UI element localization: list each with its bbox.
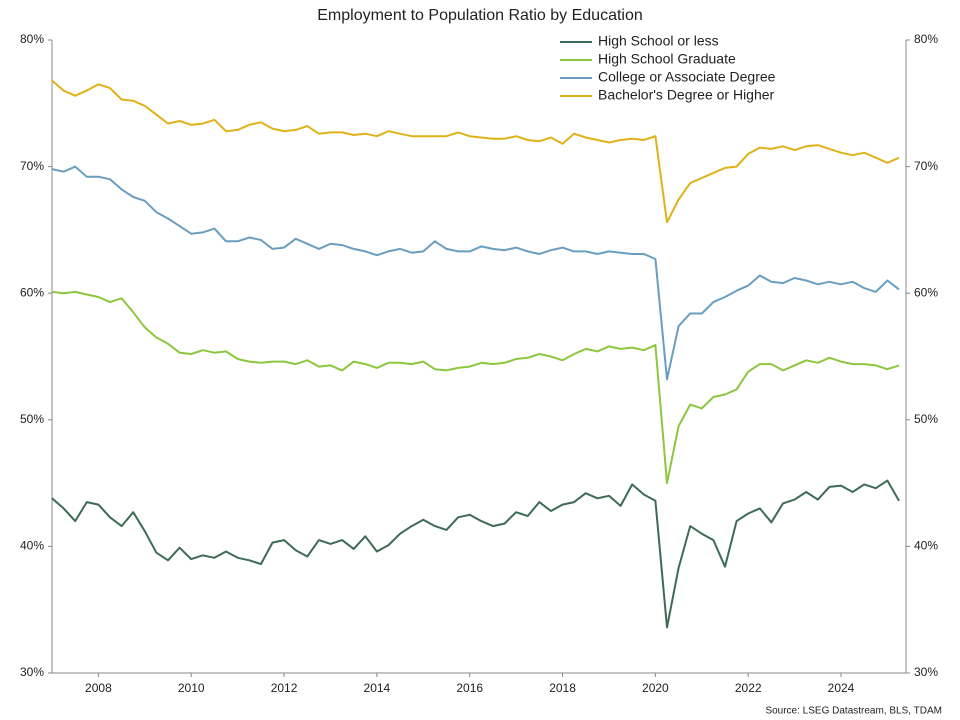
y-tick-label: 30% (20, 665, 44, 679)
x-tick-label: 2014 (364, 681, 391, 695)
y2-tick-label: 70% (914, 159, 938, 173)
legend-label: College or Associate Degree (598, 69, 776, 85)
x-tick-label: 2012 (271, 681, 298, 695)
x-tick-label: 2020 (642, 681, 669, 695)
y-tick-label: 40% (20, 539, 44, 553)
y-tick-label: 60% (20, 285, 44, 299)
y-tick-label: 70% (20, 159, 44, 173)
series-line (51, 290, 900, 485)
legend-label: Bachelor's Degree or Higher (598, 87, 775, 103)
x-tick-label: 2016 (456, 681, 483, 695)
series-line (51, 479, 900, 629)
y2-tick-label: 30% (914, 665, 938, 679)
x-tick-label: 2010 (178, 681, 205, 695)
y2-tick-label: 60% (914, 285, 938, 299)
x-tick-label: 2024 (828, 681, 855, 695)
x-tick-label: 2008 (85, 681, 112, 695)
x-tick-label: 2022 (735, 681, 762, 695)
y2-tick-label: 40% (914, 539, 938, 553)
legend-label: High School or less (598, 33, 719, 49)
y2-tick-label: 80% (914, 32, 938, 46)
y-tick-label: 50% (20, 412, 44, 426)
source-note: Source: LSEG Datastream, BLS, TDAM (765, 706, 942, 717)
x-tick-label: 2018 (549, 681, 576, 695)
legend-label: High School Graduate (598, 51, 736, 67)
chart-title: Employment to Population Ratio by Educat… (317, 7, 643, 24)
y2-tick-label: 50% (914, 412, 938, 426)
y-tick-label: 80% (20, 32, 44, 46)
series-line (51, 165, 900, 381)
series-line (51, 79, 900, 224)
